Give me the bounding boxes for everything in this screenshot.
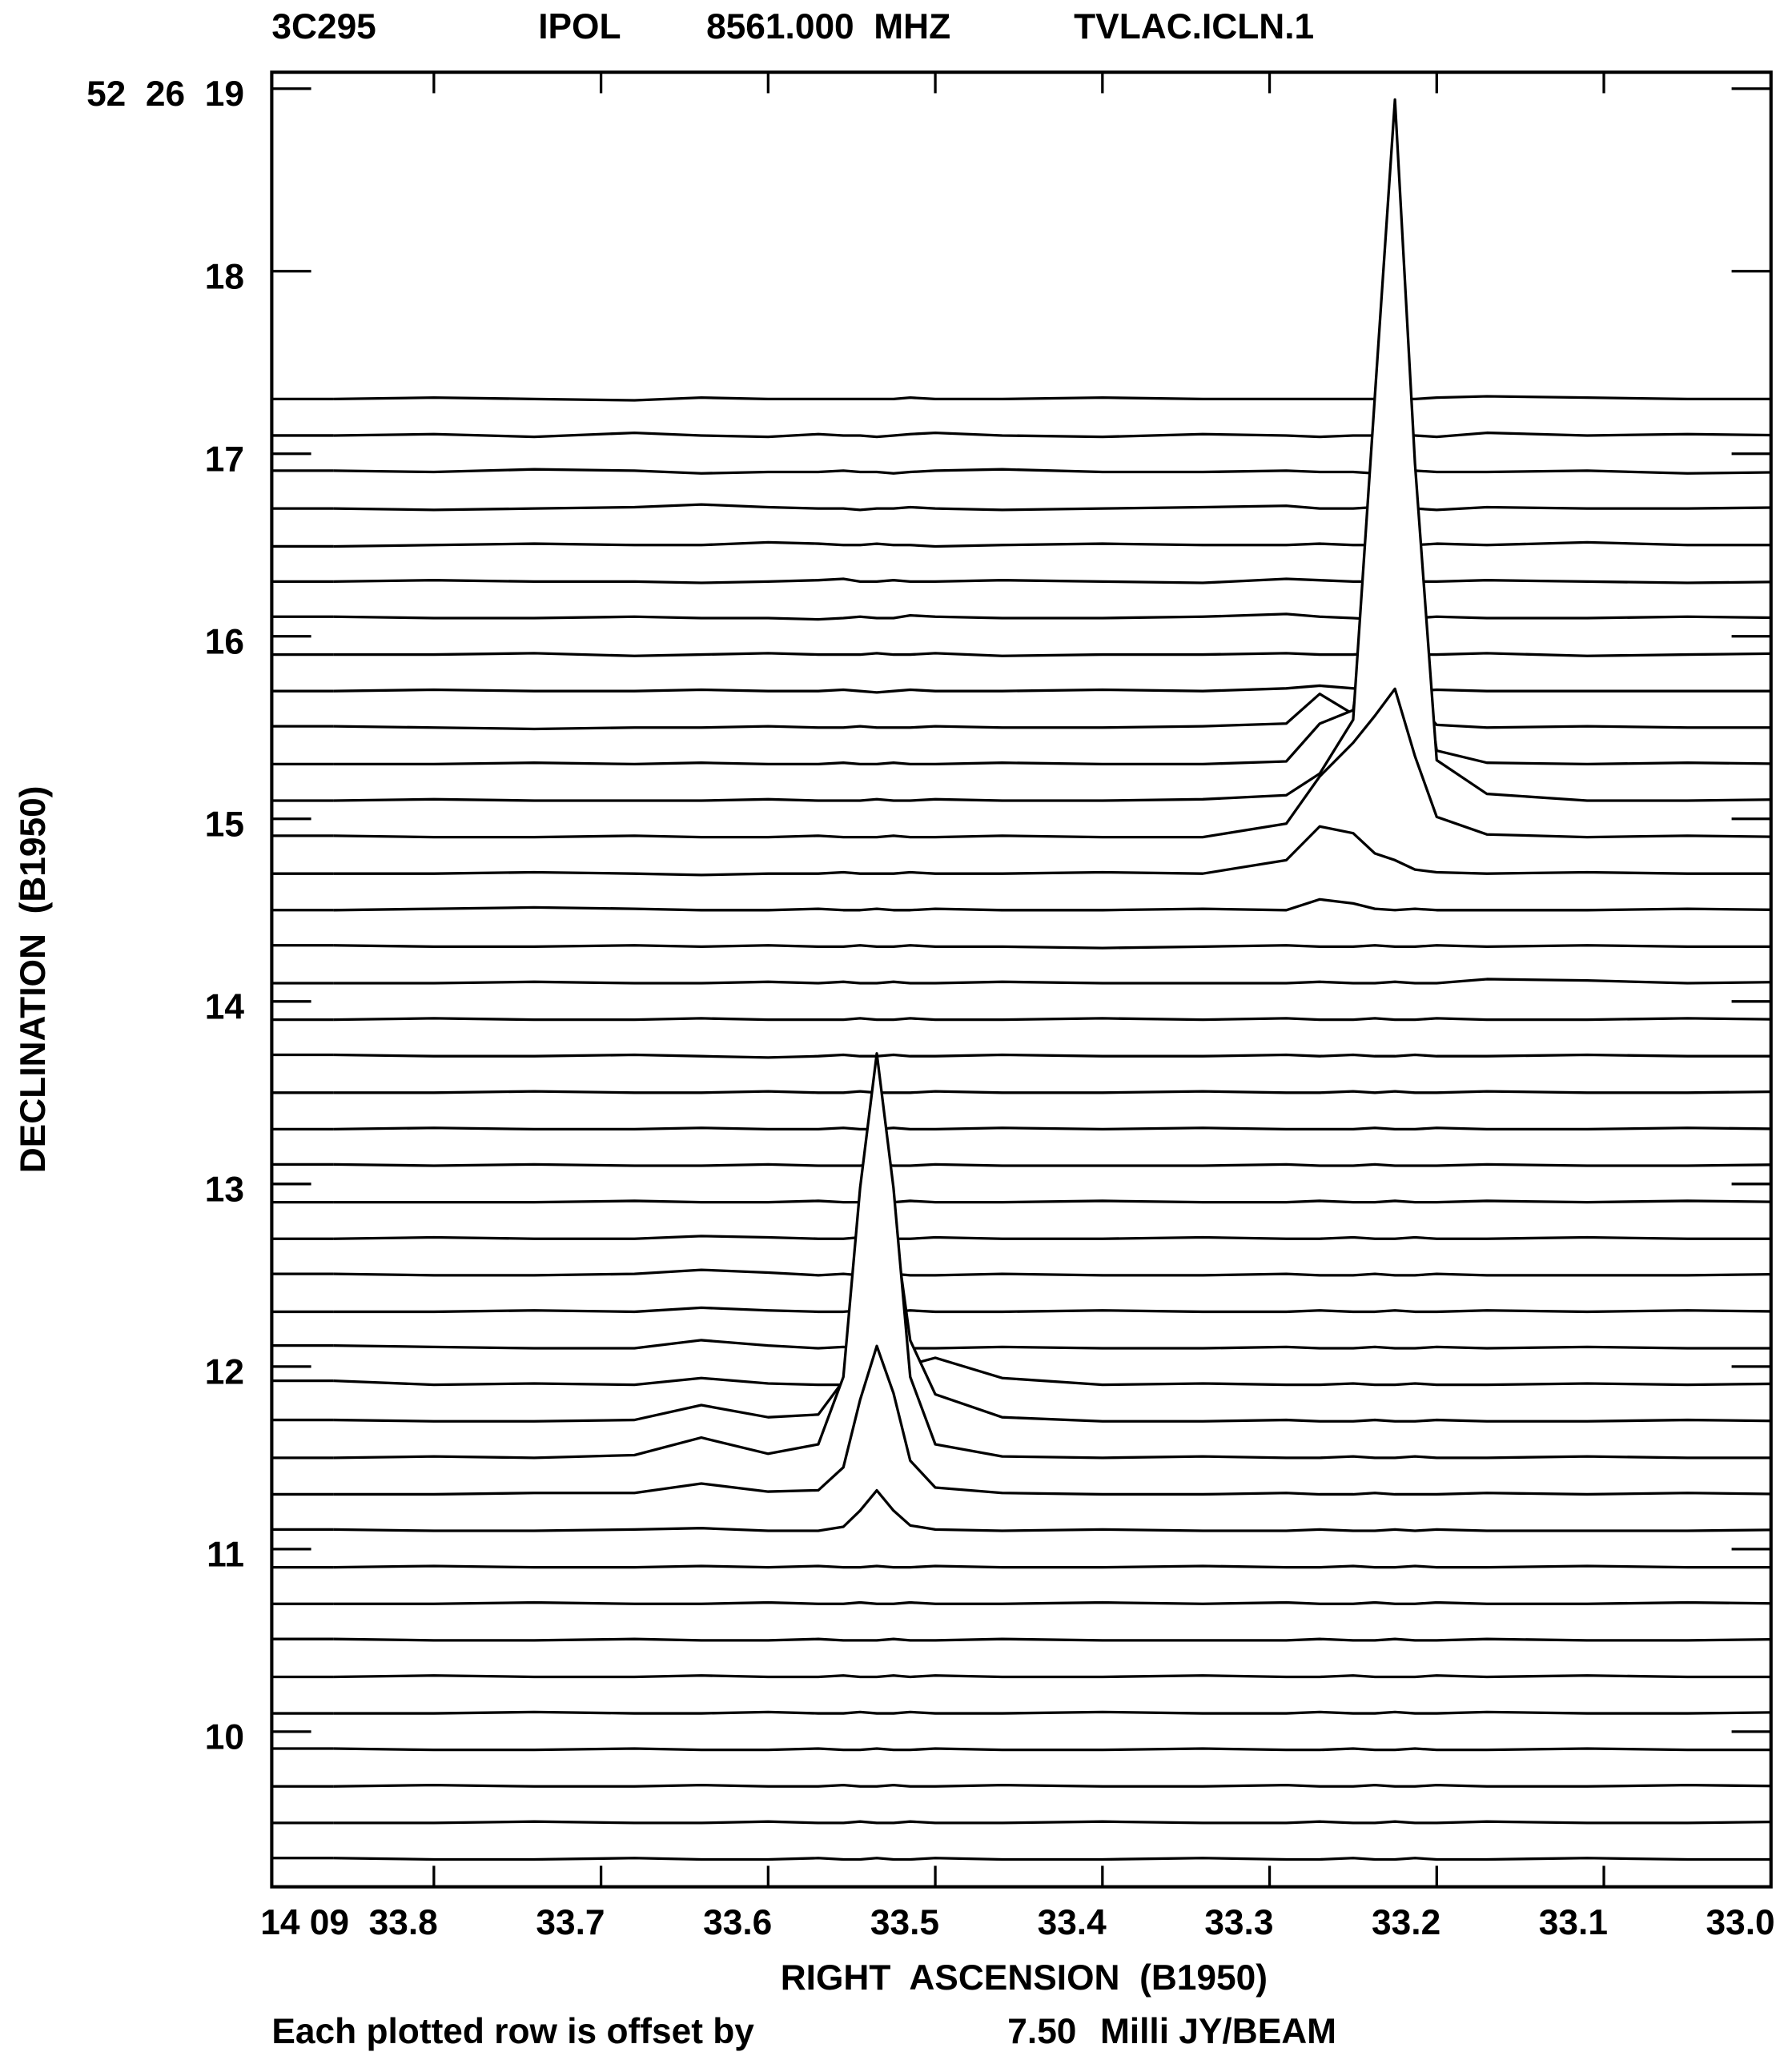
row-profile — [333, 1783, 1771, 1788]
row-profile — [333, 1344, 1771, 1496]
y-tick-label: 18 — [205, 257, 244, 296]
x-tick-label: 33.6 — [703, 1903, 772, 1942]
row-profile — [333, 1674, 1771, 1679]
row-profile — [333, 1268, 1771, 1277]
y-axis-label: DECLINATION (B1950) — [14, 786, 53, 1174]
plot-frame — [270, 70, 1773, 1889]
row-profile — [333, 1820, 1771, 1825]
row-profile — [333, 540, 1771, 548]
y-tick-label: 15 — [205, 805, 244, 844]
row-profile — [333, 1306, 1771, 1314]
x-axis-label: RIGHT ASCENSION (B1950) — [781, 1958, 1268, 1998]
chart-title: 3C295 — [271, 7, 376, 46]
x-tick-label: 33.5 — [870, 1903, 939, 1942]
row-profile — [333, 1052, 1771, 1460]
row-profile — [333, 468, 1771, 475]
row-profile — [333, 687, 1771, 839]
row-profile — [333, 978, 1771, 985]
row-profile — [333, 1235, 1771, 1240]
row-profile — [333, 1126, 1771, 1131]
row-profile — [333, 1747, 1771, 1752]
offset-value: 7.50 — [1007, 2012, 1076, 2051]
row-profile — [333, 1710, 1771, 1715]
offset-unit: Milli JY/BEAM — [1100, 2012, 1336, 2051]
row-profile — [333, 395, 1771, 402]
y-tick-label: 10 — [205, 1717, 244, 1757]
row-profile — [333, 503, 1771, 512]
x-tick-label: 33.4 — [1038, 1903, 1107, 1942]
row-profile — [333, 1150, 1771, 1423]
row-profile — [333, 1053, 1771, 1059]
y-tick-label: 52 26 19 — [86, 74, 244, 114]
plot-area — [271, 98, 1771, 1887]
row-profile — [333, 1090, 1771, 1094]
row-profile — [333, 1564, 1771, 1569]
row-profile — [333, 1339, 1771, 1350]
y-tick-label: 12 — [205, 1352, 244, 1391]
row-profile — [333, 1199, 1771, 1204]
row-profile — [333, 577, 1771, 584]
row-profile — [333, 431, 1771, 439]
row-profile — [333, 1162, 1771, 1167]
row-profile — [333, 1017, 1771, 1022]
row-profile — [333, 612, 1771, 621]
row-profile — [333, 897, 1771, 912]
y-tick-label: 13 — [205, 1170, 244, 1209]
y-tick-label: 16 — [205, 622, 244, 661]
row-mask — [271, 1857, 1771, 1887]
row-profile — [333, 944, 1771, 950]
x-tick-label: 14 09 33.8 — [260, 1903, 438, 1942]
note: Each plotted row is offset by — [271, 2012, 754, 2051]
x-tick-label: 33.2 — [1372, 1903, 1440, 1942]
row-profile — [333, 1637, 1771, 1642]
y-tick-label: 14 — [205, 987, 245, 1026]
y-tick-label: 11 — [207, 1535, 244, 1574]
row-profile — [333, 98, 1771, 802]
row-profile — [333, 1356, 1771, 1387]
x-tick-label: 33.7 — [536, 1903, 605, 1942]
row-profile — [333, 825, 1771, 877]
row-profile — [333, 1488, 1771, 1532]
chart-title: IPOL — [538, 7, 621, 46]
x-tick-label: 33.0 — [1706, 1903, 1775, 1942]
x-tick-label: 33.3 — [1204, 1903, 1273, 1942]
chart-title: 8561.000 MHZ — [706, 7, 950, 46]
x-tick-label: 33.1 — [1539, 1903, 1608, 1942]
y-tick-label: 17 — [205, 440, 244, 479]
row-profile — [333, 1857, 1771, 1861]
chart-title: TVLAC.ICLN.1 — [1074, 7, 1314, 46]
row-profile — [333, 1600, 1771, 1605]
